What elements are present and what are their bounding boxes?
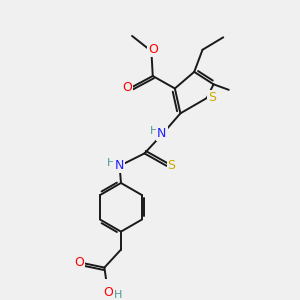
Text: S: S [208,91,216,104]
Text: H: H [149,126,158,136]
Text: O: O [122,81,132,94]
Text: N: N [114,159,124,172]
Text: N: N [157,127,167,140]
Text: H: H [106,158,115,168]
Text: O: O [75,256,85,268]
Text: O: O [103,286,112,299]
Text: H: H [113,290,122,300]
Text: O: O [148,43,158,56]
Text: S: S [168,159,176,172]
